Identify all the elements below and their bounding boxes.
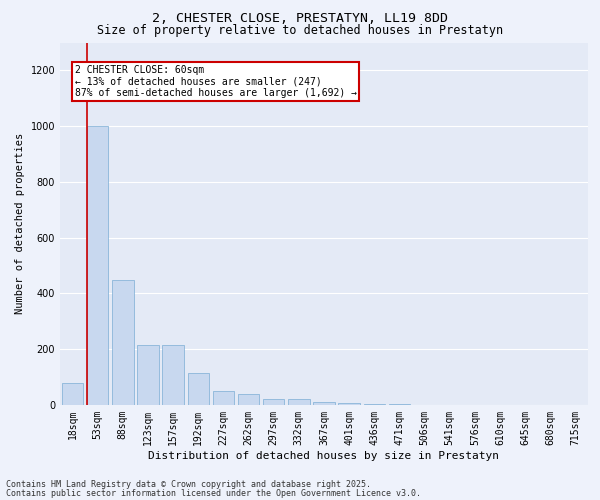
Bar <box>364 404 385 405</box>
Bar <box>137 345 158 405</box>
Bar <box>213 391 234 405</box>
Bar <box>389 404 410 405</box>
Text: Contains public sector information licensed under the Open Government Licence v3: Contains public sector information licen… <box>6 488 421 498</box>
Bar <box>112 280 134 405</box>
Bar <box>263 400 284 405</box>
Bar <box>87 126 109 405</box>
X-axis label: Distribution of detached houses by size in Prestatyn: Distribution of detached houses by size … <box>149 450 499 460</box>
Bar <box>313 402 335 405</box>
Bar <box>163 345 184 405</box>
Text: Size of property relative to detached houses in Prestatyn: Size of property relative to detached ho… <box>97 24 503 37</box>
Bar <box>62 382 83 405</box>
Bar <box>188 373 209 405</box>
Text: 2, CHESTER CLOSE, PRESTATYN, LL19 8DD: 2, CHESTER CLOSE, PRESTATYN, LL19 8DD <box>152 12 448 26</box>
Y-axis label: Number of detached properties: Number of detached properties <box>15 133 25 314</box>
Text: 2 CHESTER CLOSE: 60sqm
← 13% of detached houses are smaller (247)
87% of semi-de: 2 CHESTER CLOSE: 60sqm ← 13% of detached… <box>74 65 356 98</box>
Text: Contains HM Land Registry data © Crown copyright and database right 2025.: Contains HM Land Registry data © Crown c… <box>6 480 371 489</box>
Bar <box>288 400 310 405</box>
Bar <box>338 403 360 405</box>
Bar <box>238 394 259 405</box>
